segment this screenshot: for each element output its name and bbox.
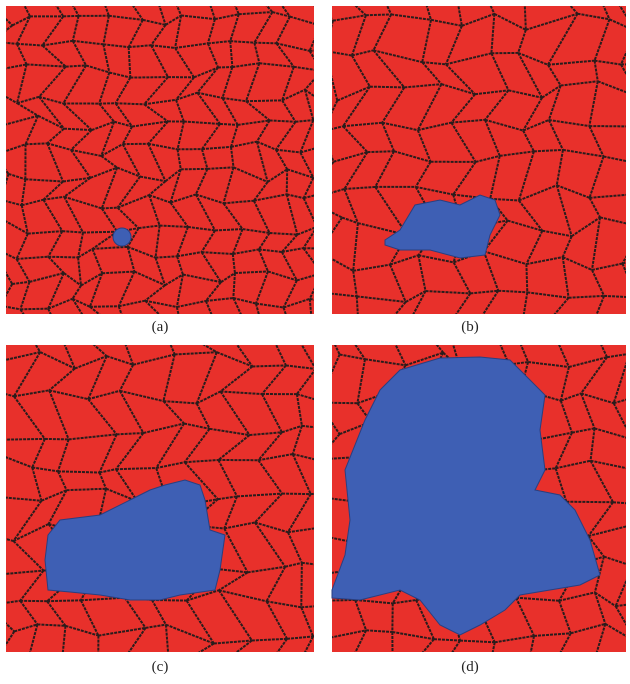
grain-panel xyxy=(0,0,352,338)
blue-region-a xyxy=(113,228,131,246)
grain-panel xyxy=(306,0,630,368)
panel-background xyxy=(6,6,314,314)
caption: (a) xyxy=(152,319,169,335)
figure: (a) (b) (c) (d) xyxy=(0,0,630,684)
panel-background xyxy=(332,6,626,314)
caption: (d) xyxy=(461,659,479,675)
caption: (b) xyxy=(461,319,479,335)
caption: (c) xyxy=(152,659,169,675)
